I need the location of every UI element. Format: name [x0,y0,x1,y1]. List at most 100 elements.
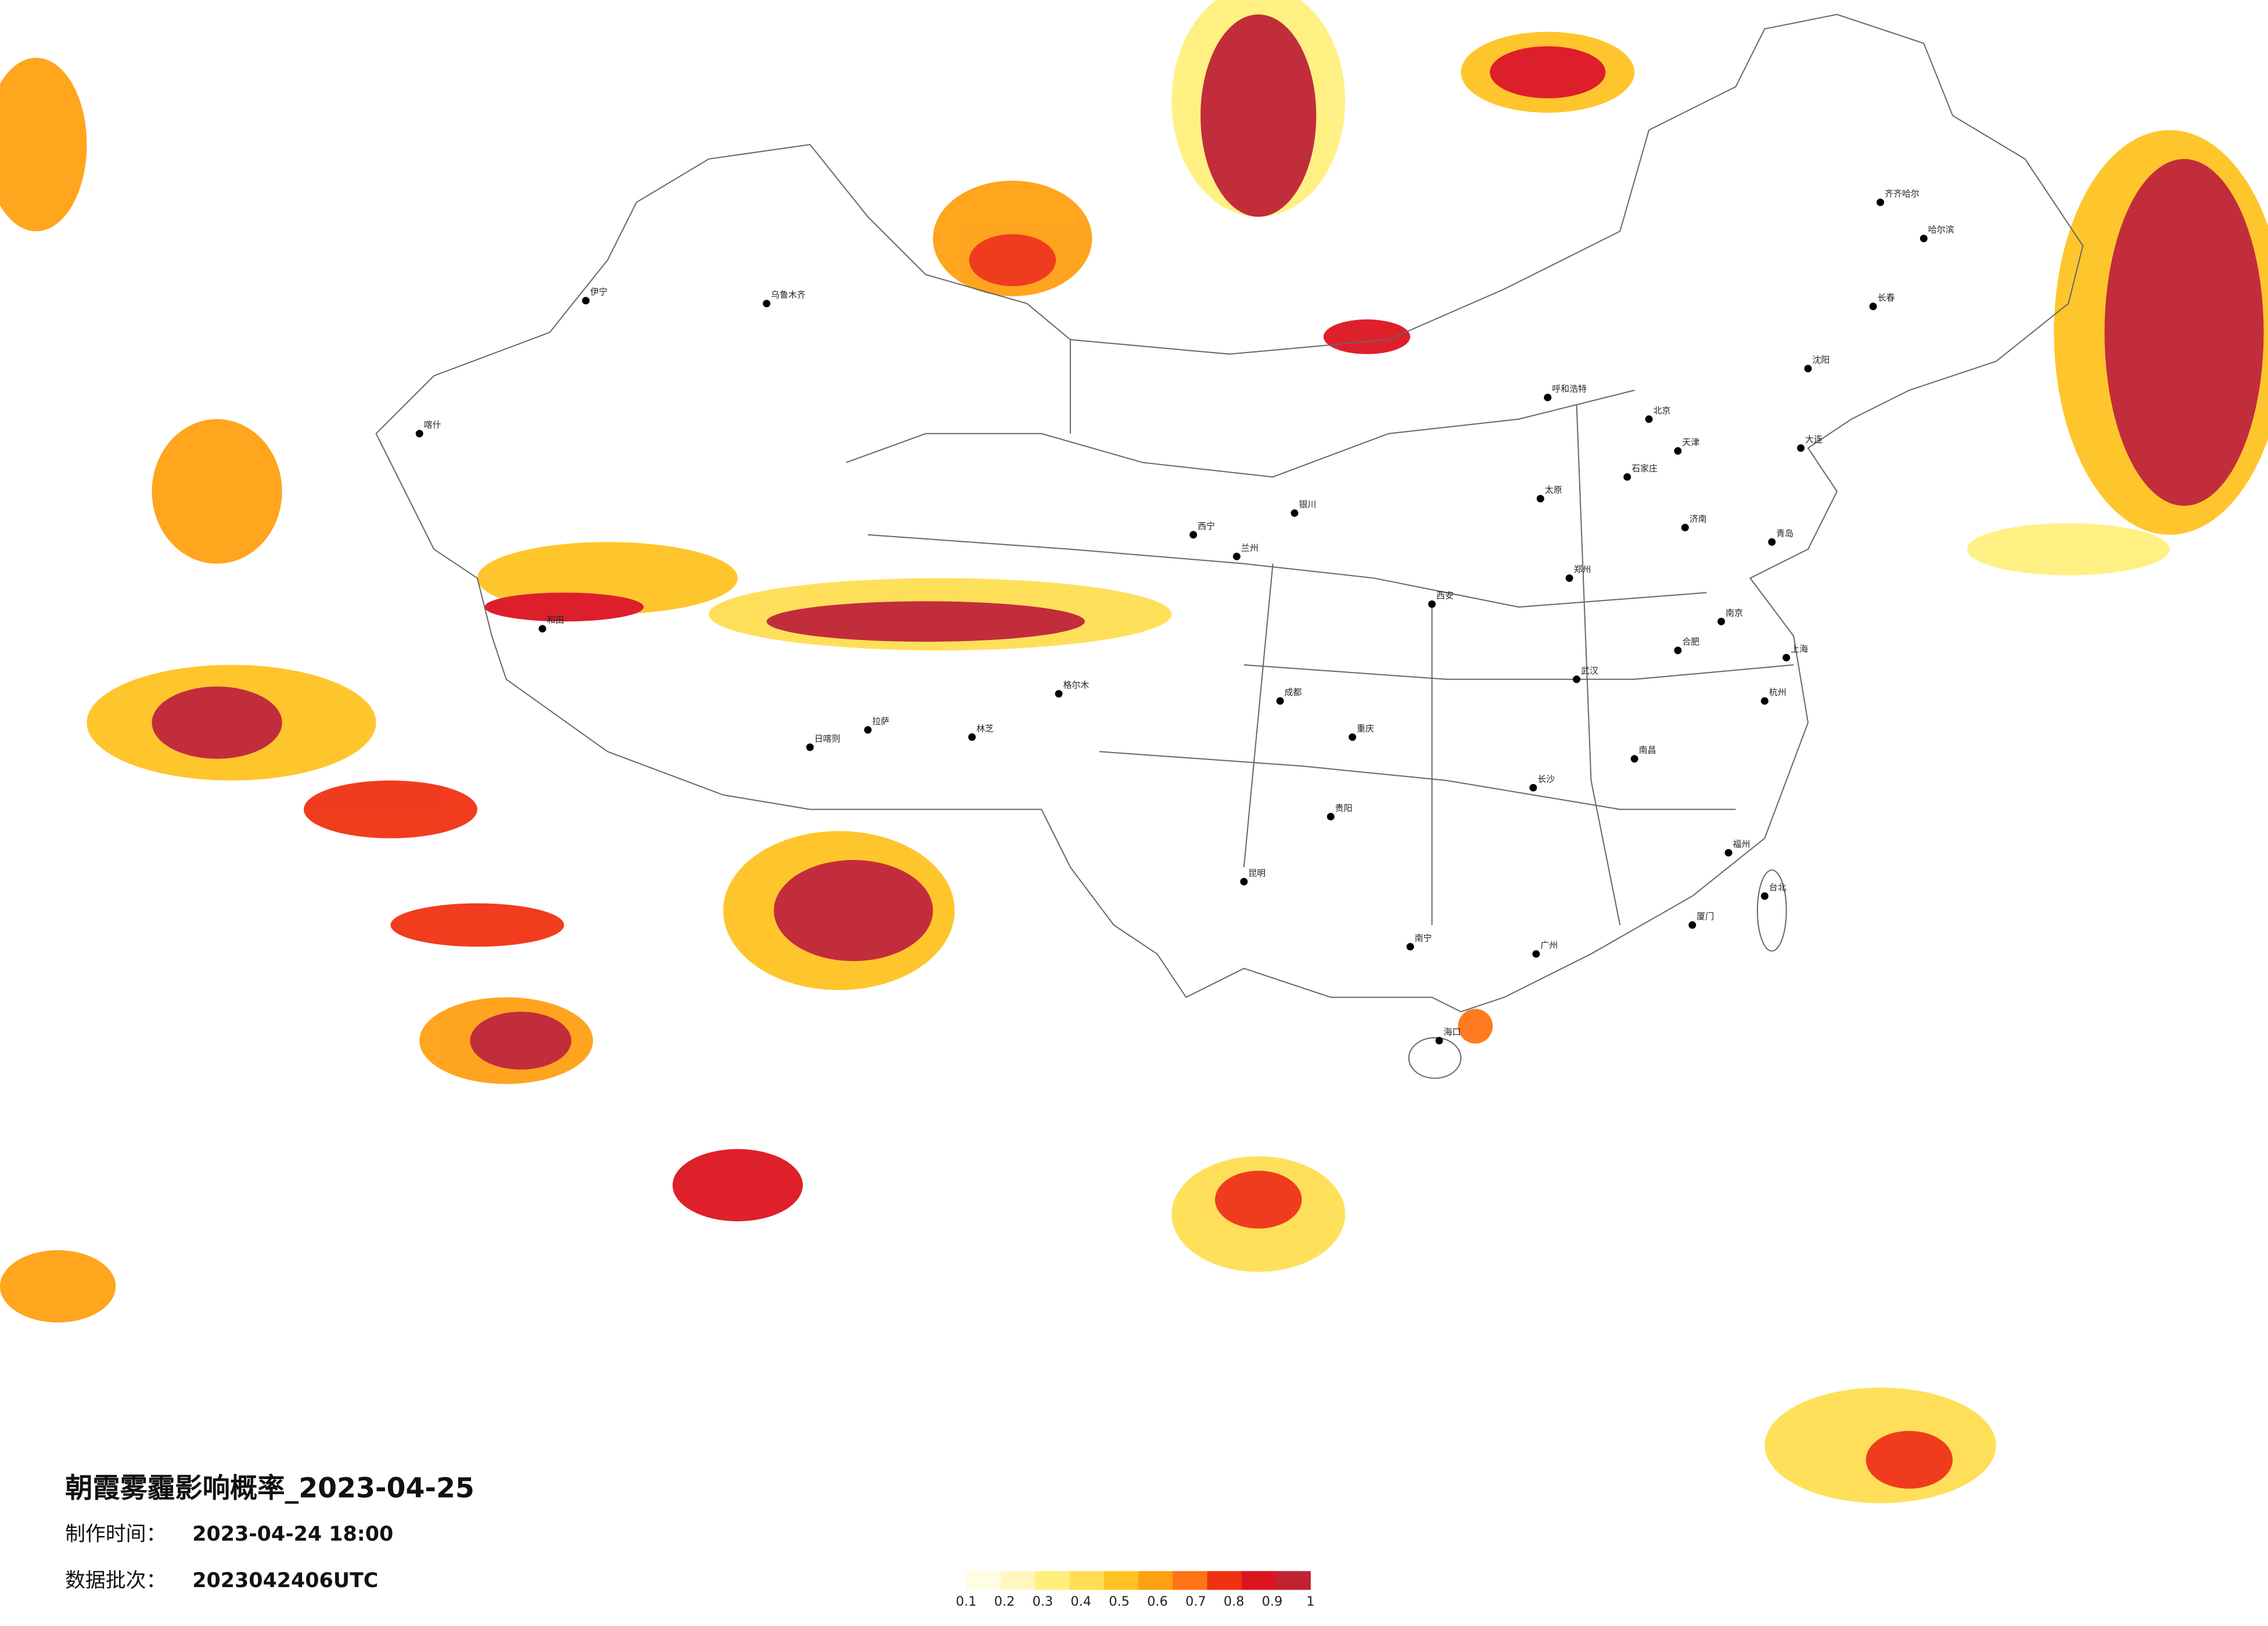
haze-area [1458,1009,1493,1044]
haze-area [1967,523,2170,575]
legend-swatch [966,1571,1001,1590]
legend-swatch [1173,1571,1208,1590]
city-label: 贵阳 [1335,803,1353,813]
city-dot [1240,877,1248,886]
legend-tick-label: 0.7 [1185,1594,1206,1609]
city-dot [1623,473,1631,481]
city-dot [1869,303,1877,311]
legend-tick-label: 1 [1306,1594,1314,1609]
haze-area [0,1250,116,1323]
city-dot [1630,755,1638,763]
city-dot [582,297,590,305]
batch-id: 2023042406UTC [192,1569,378,1592]
city-dot [1565,574,1573,582]
hainan-outline [1408,1037,1462,1079]
city-dot [1406,942,1414,951]
city-dot [1768,538,1776,546]
boundaries [375,13,2084,1079]
haze-area [1490,46,1606,99]
city-label: 石家庄 [1631,463,1658,473]
city-dot [1674,646,1682,654]
haze-area [766,601,1085,642]
city-label: 哈尔滨 [1928,225,1954,235]
city-label: 西宁 [1198,521,1215,531]
city-label: 厦门 [1696,911,1714,922]
haze-area [0,57,87,232]
city-dot [1055,690,1063,698]
city-label: 齐齐哈尔 [1885,188,1920,199]
haze-area [1866,1431,1953,1489]
haze-field [0,0,2268,1503]
city-dot [1573,675,1581,684]
legend-tick-label: 0.8 [1224,1594,1245,1609]
city-dot [1724,848,1733,857]
city-dot [1428,600,1436,608]
taiwan-outline [1756,869,1787,952]
city-label: 济南 [1690,513,1707,524]
city-dot [1717,617,1726,625]
city-label: 南宁 [1415,933,1432,943]
city-dot [1544,393,1552,401]
city-label: 日喀则 [814,733,840,744]
city-label: 太原 [1545,485,1562,495]
haze-area [390,903,565,947]
city-dot [806,743,814,751]
city-label: 喀什 [424,420,441,430]
city-label: 杭州 [1769,687,1787,697]
city-dot [1760,697,1769,705]
legend-tick-label: 0.9 [1262,1594,1283,1609]
legend-swatch [1069,1571,1105,1590]
haze-area [1214,1171,1302,1229]
legend-swatch [1000,1571,1036,1590]
city-dot [1804,365,1812,373]
city-dot [1760,892,1769,900]
city-dot [1232,552,1241,560]
batch-label: 数据批次： [65,1569,166,1592]
made-time: 2023-04-24 18:00 [192,1523,393,1546]
city-label: 长沙 [1537,774,1555,784]
city-dot [1536,495,1544,503]
city-label: 乌鲁木齐 [771,290,806,300]
city-label: 福州 [1733,839,1751,849]
city-label: 西安 [1436,590,1454,600]
city-dot [968,733,976,741]
city-dot [415,430,423,438]
legend-swatch [1276,1571,1311,1590]
city-dot [1688,921,1696,929]
city-label: 长春 [1878,293,1895,303]
city-label: 昆明 [1248,868,1266,878]
legend-tick-label: 0.5 [1109,1594,1130,1609]
legend-swatch [1207,1571,1242,1590]
haze-area [152,686,282,759]
legend-tick-label: 0.2 [994,1594,1015,1609]
city-dot [1782,653,1791,661]
legend-swatch [1035,1571,1070,1590]
legend-swatch [1241,1571,1277,1590]
legend-swatch [1138,1571,1173,1590]
haze-area [2104,159,2264,506]
map-title: 朝霞雾霾影响概率_2023-04-25 [65,1473,475,1505]
haze-area [1323,319,1411,354]
haze-area [673,1149,803,1222]
city-label: 沈阳 [1813,355,1830,365]
city-label: 格尔木 [1063,680,1089,690]
haze-area [774,859,933,962]
city-label: 北京 [1654,405,1671,416]
city-label: 兰州 [1241,542,1259,553]
province-boundaries [846,339,1794,926]
legend-tick-label: 0.3 [1033,1594,1054,1609]
city-label: 成都 [1285,687,1302,697]
haze-area [303,780,477,839]
made-label: 制作时间： [65,1523,166,1546]
haze-area [470,1012,572,1070]
city-label: 台北 [1769,882,1787,893]
city-dot [1529,783,1537,792]
haze-area [969,234,1056,286]
city-dot [1674,447,1682,455]
legend-tick-label: 0.1 [956,1594,977,1609]
city-label: 海口 [1443,1027,1461,1037]
city-dot [1291,509,1299,517]
city-label: 重庆 [1357,723,1374,733]
